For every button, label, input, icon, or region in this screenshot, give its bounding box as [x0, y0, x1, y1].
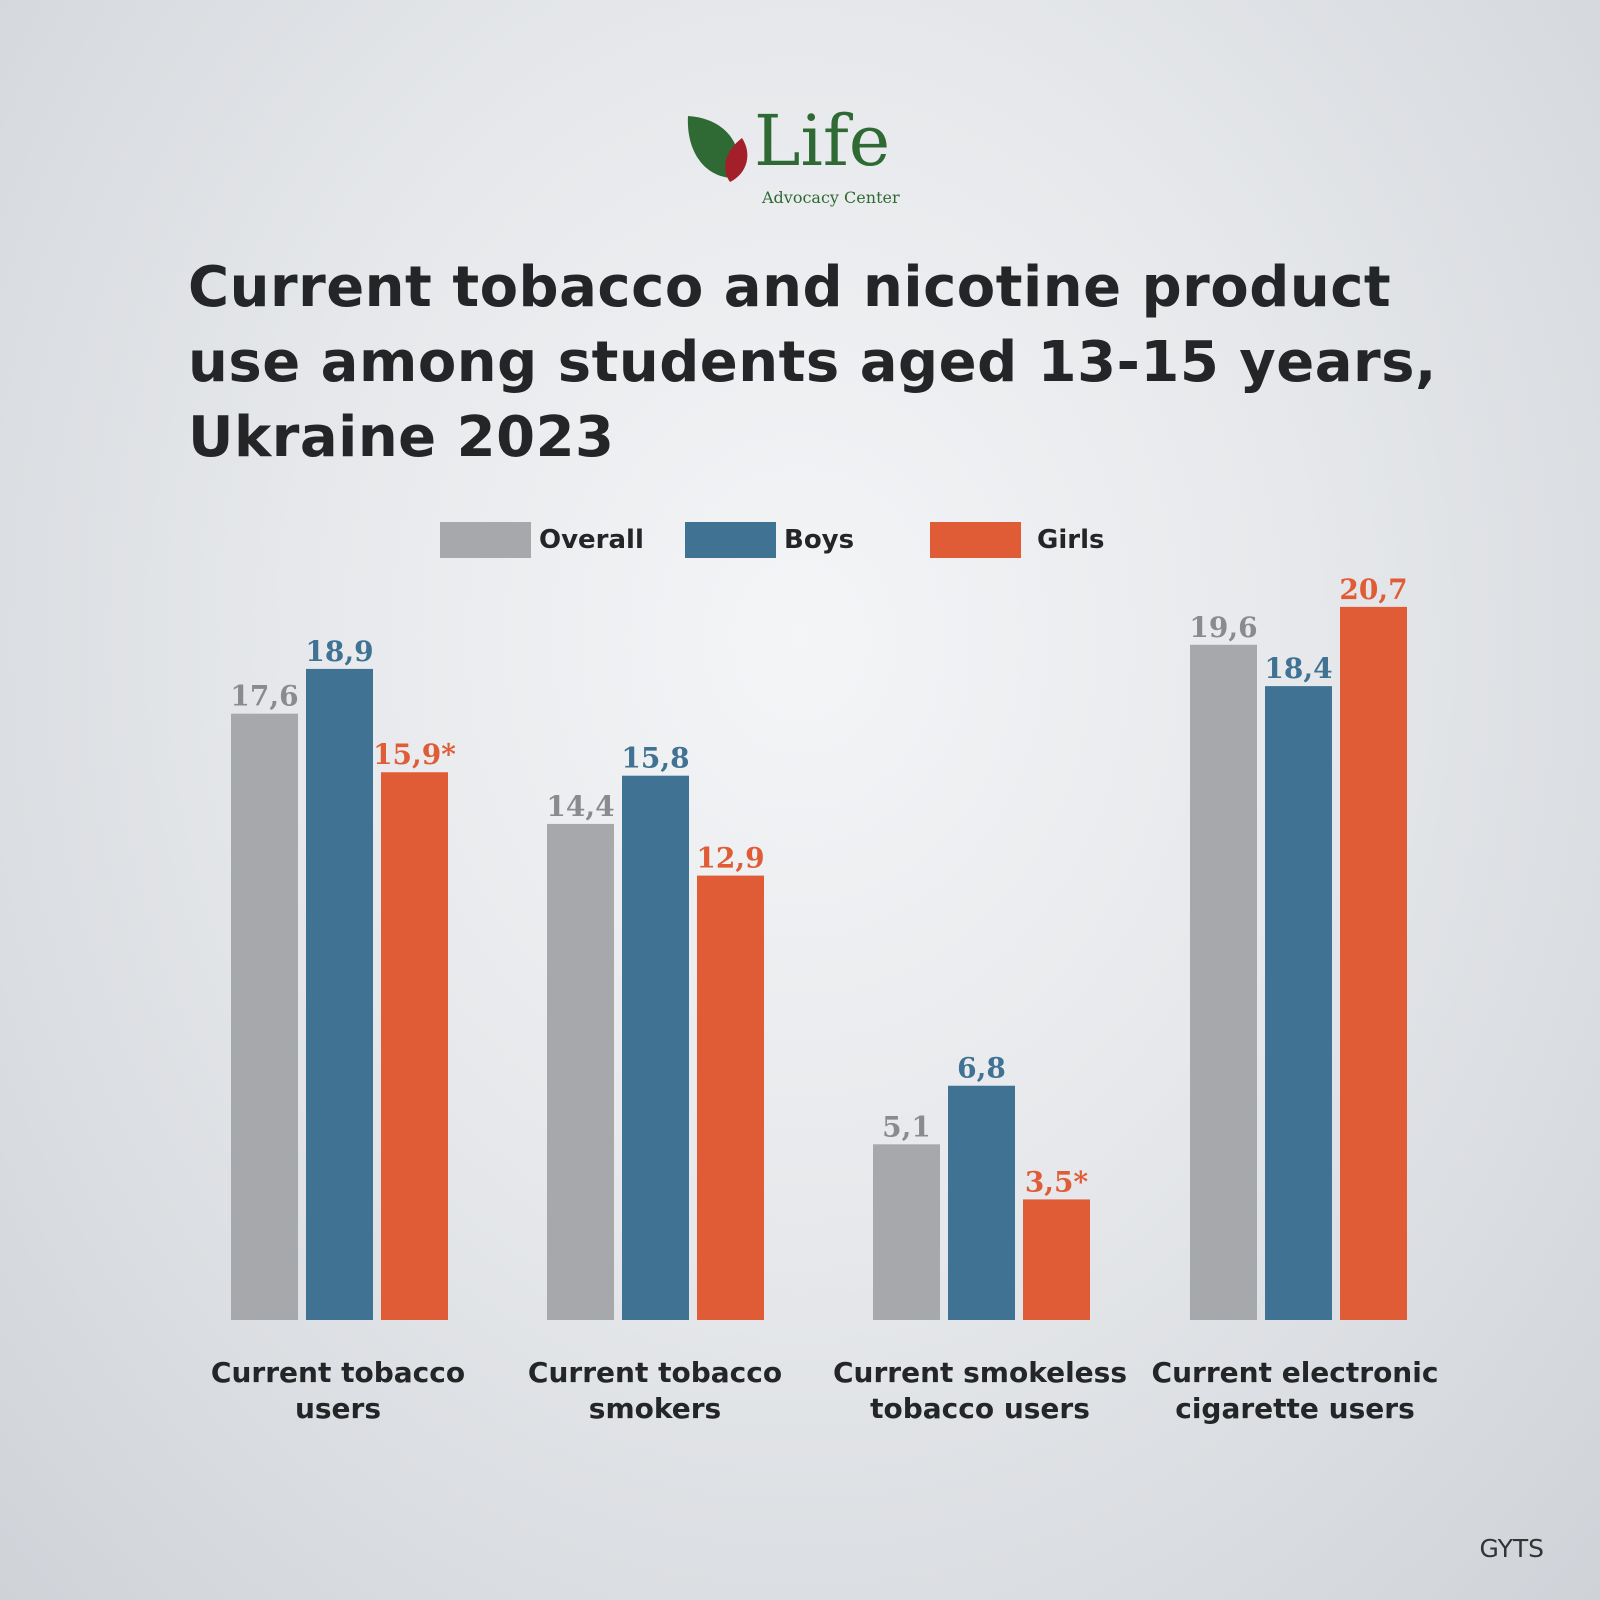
bar-boys — [948, 1085, 1015, 1320]
bar-boys — [306, 668, 373, 1320]
legend-item-girls: Girls — [930, 522, 1104, 558]
data-label: 3,5* — [1025, 1165, 1089, 1198]
bar-boys — [622, 775, 689, 1320]
legend-item-boys: Boys — [685, 522, 854, 558]
legend-label: Overall — [539, 525, 644, 555]
data-label: 6,8 — [957, 1052, 1006, 1085]
legend-label: Boys — [784, 525, 855, 555]
category-label: Current tobacco users — [210, 1356, 466, 1425]
logo-subtitle: Advocacy Center — [762, 188, 900, 207]
bar-girls — [697, 875, 764, 1320]
logo: Life Advocacy Center — [686, 100, 926, 213]
source-label: GYTS — [1479, 1534, 1544, 1563]
data-label: 14,4 — [546, 790, 614, 823]
data-label: 20,7 — [1339, 573, 1407, 606]
data-label: 19,6 — [1189, 611, 1257, 644]
bar-overall — [231, 713, 298, 1320]
bar-girls — [1340, 606, 1407, 1320]
legend-swatch-girls — [930, 522, 1021, 558]
data-label: 15,8 — [621, 742, 689, 775]
data-label: 17,6 — [230, 680, 298, 713]
chart-title: Current tobacco and nicotine product use… — [188, 255, 1437, 470]
data-label: 12,9 — [696, 842, 764, 875]
data-label: 5,1 — [882, 1110, 931, 1143]
logo-word: Life — [754, 100, 891, 182]
legend-label: Girls — [1037, 525, 1105, 555]
data-label: 18,4 — [1264, 652, 1332, 685]
bar-boys — [1265, 686, 1332, 1320]
bar-overall — [873, 1144, 940, 1320]
bar-girls — [381, 772, 448, 1320]
category-label: Current tobacco smokers — [527, 1356, 783, 1425]
leaf-icon — [687, 116, 748, 182]
bar-overall — [1190, 644, 1257, 1320]
legend-swatch-boys — [685, 522, 776, 558]
bar-girls — [1023, 1199, 1090, 1320]
bar-overall — [547, 823, 614, 1320]
category-label: Current electronic cigarette users — [1151, 1356, 1439, 1425]
data-label: 18,9 — [305, 635, 373, 668]
data-label: 15,9* — [373, 738, 456, 771]
legend-swatch-overall — [440, 522, 531, 558]
legend-item-overall: Overall — [440, 522, 644, 558]
category-label: Current smokeless tobacco users — [832, 1356, 1127, 1425]
